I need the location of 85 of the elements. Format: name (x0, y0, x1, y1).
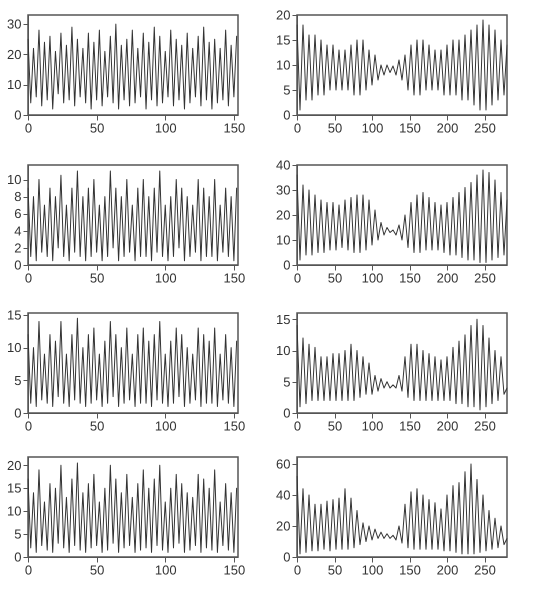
x-tick-label: 200 (436, 120, 458, 136)
line-series (296, 463, 508, 554)
x-tick-label: 250 (474, 120, 496, 136)
x-tick-label: 0 (294, 120, 302, 136)
y-tick-label: 20 (276, 208, 290, 222)
y-tick-label: 0 (283, 550, 290, 564)
y-tick-label: 0 (283, 258, 290, 272)
y-tick-label: 4 (14, 223, 22, 238)
y-tick-label: 10 (276, 58, 290, 72)
x-tick-label: 50 (90, 270, 104, 286)
line-series (28, 170, 238, 262)
x-tick-label: 150 (224, 418, 246, 434)
x-tick-label: 150 (224, 120, 246, 136)
y-tick-label: 30 (276, 182, 290, 198)
x-tick-label: 50 (328, 270, 342, 286)
x-tick-label: 150 (399, 270, 421, 286)
y-tick-label: 10 (276, 343, 290, 358)
x-tick-label: 0 (294, 418, 302, 434)
y-tick-label: 10 (7, 77, 22, 92)
line-series (28, 24, 238, 110)
x-tick-label: 250 (474, 270, 496, 286)
y-tick-label: 40 (276, 487, 290, 502)
y-tick-label: 0 (14, 258, 22, 272)
y-tick-label: 0 (14, 406, 22, 420)
y-tick-label: 5 (14, 372, 22, 388)
y-tick-label: 2 (14, 240, 22, 256)
y-tick-label: 0 (14, 550, 22, 564)
x-tick-label: 100 (154, 270, 177, 286)
x-tick-label: 100 (154, 120, 177, 136)
y-tick-label: 20 (276, 518, 290, 534)
y-tick-label: 8 (14, 189, 22, 204)
y-tick-label: 5 (14, 526, 22, 542)
x-tick-label: 200 (436, 418, 458, 434)
x-tick-label: 0 (24, 418, 32, 434)
x-tick-label: 150 (399, 418, 421, 434)
y-tick-label: 5 (283, 374, 290, 390)
y-tick-label: 10 (7, 172, 22, 188)
x-tick-label: 0 (294, 562, 302, 578)
x-tick-label: 100 (362, 270, 384, 286)
x-tick-label: 200 (436, 270, 458, 286)
x-tick-label: 100 (154, 562, 177, 578)
x-tick-label: 100 (362, 120, 384, 136)
x-tick-label: 250 (474, 562, 496, 578)
y-tick-label: 20 (276, 8, 290, 22)
y-tick-label: 0 (283, 108, 290, 122)
y-tick-label: 60 (276, 456, 290, 472)
y-tick-label: 20 (7, 458, 22, 473)
x-tick-label: 50 (328, 562, 342, 578)
x-tick-label: 50 (328, 418, 342, 434)
x-tick-label: 0 (294, 270, 302, 286)
y-tick-label: 10 (7, 504, 22, 519)
y-tick-label: 15 (276, 32, 290, 48)
x-tick-label: 150 (399, 562, 421, 578)
x-tick-label: 50 (90, 120, 104, 136)
line-series (296, 20, 508, 110)
y-tick-label: 15 (7, 480, 22, 496)
y-tick-label: 5 (283, 82, 290, 98)
line-series (296, 318, 508, 410)
x-tick-label: 200 (436, 562, 458, 578)
y-tick-label: 15 (276, 312, 290, 327)
y-tick-label: 30 (7, 16, 22, 32)
x-tick-label: 50 (328, 120, 342, 136)
y-tick-label: 15 (7, 307, 22, 322)
y-tick-label: 10 (276, 232, 290, 248)
y-tick-label: 0 (14, 108, 22, 122)
y-tick-label: 0 (283, 406, 290, 420)
x-tick-label: 100 (362, 562, 384, 578)
y-tick-label: 6 (14, 206, 22, 222)
x-tick-label: 150 (224, 562, 246, 578)
x-tick-label: 0 (24, 270, 32, 286)
y-tick-label: 20 (7, 46, 22, 62)
x-tick-label: 100 (362, 418, 384, 434)
x-tick-label: 50 (90, 418, 104, 434)
line-series (28, 462, 238, 553)
y-tick-label: 40 (276, 158, 290, 172)
x-tick-label: 50 (90, 562, 104, 578)
x-tick-label: 150 (224, 270, 246, 286)
x-tick-label: 150 (399, 120, 421, 136)
y-tick-label: 10 (7, 340, 22, 356)
x-tick-label: 250 (474, 418, 496, 434)
x-tick-label: 0 (24, 120, 32, 136)
line-series (28, 318, 238, 407)
x-tick-label: 0 (24, 562, 32, 578)
line-series (296, 170, 508, 263)
x-tick-label: 100 (154, 418, 177, 434)
